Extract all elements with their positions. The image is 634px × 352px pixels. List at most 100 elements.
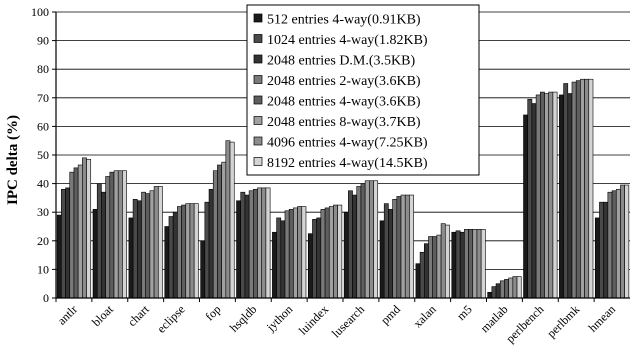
bar-perlbench-series-3: [531, 103, 537, 299]
bar-hmean-series-4: [607, 191, 613, 299]
bar-antlr-series-3: [65, 187, 71, 299]
bar-lusearch-series-7: [369, 180, 374, 299]
bar-perlbench-series-2: [527, 98, 533, 299]
bar-fop-series-6: [221, 161, 227, 299]
bar-perlbmk-series-5: [575, 80, 581, 299]
bar-fop-series-3: [208, 189, 214, 299]
bar-bloat-series-5: [109, 171, 115, 299]
legend-swatch-7: [253, 136, 263, 146]
bar-xalan-series-3: [423, 243, 429, 299]
bar-lusearch-series-3: [352, 194, 358, 299]
legend-label-3: 2048 entries D.M.(3.5KB): [267, 54, 415, 69]
bar-hsqldb-series-7: [261, 187, 267, 299]
bar-eclipse-series-6: [185, 203, 191, 299]
x-tick-label-pmd: pmd: [378, 302, 403, 327]
bar-perlbmk-series-6: [580, 78, 585, 299]
bar-chart-series-7: [153, 186, 159, 299]
bar-perlbench-series-4: [535, 94, 541, 299]
bar-fop-series-8: [229, 141, 235, 299]
bar-bloat-series-6: [113, 170, 119, 299]
bar-hsqldb-series-5: [253, 189, 258, 299]
bar-hsqldb-series-1: [236, 200, 242, 299]
bar-perlbmk-series-3: [567, 93, 573, 299]
bar-eclipse-series-2: [168, 216, 174, 299]
legend-swatch-4: [253, 75, 263, 84]
bar-xalan-series-1: [415, 263, 421, 299]
y-tick-label: 20: [37, 234, 49, 248]
legend-label-1: 512 entries 4-way(0.91KB): [267, 13, 421, 28]
x-tick-label-perlbmk: perlbmk: [544, 302, 582, 340]
bar-fop-series-2: [204, 201, 210, 299]
bar-perlbmk-series-4: [571, 81, 577, 299]
bar-antlr-series-8: [86, 158, 92, 299]
bar-chart-series-5: [145, 193, 151, 299]
bar-xalan-series-5: [432, 236, 438, 299]
axes: [52, 11, 630, 302]
x-tick-label-fop: fop: [202, 302, 223, 323]
legend-label-4: 2048 entries 2-way(3.6KB): [267, 74, 421, 89]
bar-chart-series-2: [132, 199, 138, 299]
bar-eclipse-series-3: [172, 211, 178, 299]
bar-m5-series-4: [464, 229, 469, 299]
y-tick-label: 30: [37, 205, 49, 219]
bar-lusearch-series-6: [364, 180, 370, 299]
bar-jython-series-6: [293, 207, 298, 299]
bar-hmean-series-8: [624, 184, 630, 299]
bar-perlbench-series-8: [552, 91, 558, 299]
bar-luindex-series-6: [328, 206, 334, 299]
bar-matlab-series-6: [508, 277, 514, 299]
x-tick-label-xalan: xalan: [411, 302, 439, 330]
y-tick-label: 100: [31, 5, 49, 19]
bar-m5-series-7: [476, 229, 482, 299]
bar-eclipse-series-4: [177, 206, 182, 299]
legend-swatch-1: [253, 13, 263, 23]
x-tick-label-antlr: antlr: [55, 302, 80, 327]
bar-bloat-series-3: [101, 191, 106, 299]
bar-matlab-series-8: [516, 276, 522, 299]
bar-bloat-series-7: [117, 170, 123, 299]
bar-m5-series-2: [455, 230, 461, 299]
bar-perlbench-series-7: [548, 91, 554, 299]
bar-luindex-series-4: [320, 209, 326, 299]
x-tick-label-hmean: hmean: [586, 302, 619, 335]
bar-fop-series-1: [200, 240, 206, 299]
bar-hsqldb-series-4: [248, 190, 254, 299]
y-tick-label: 50: [37, 148, 49, 162]
x-tick-label-luindex: luindex: [296, 302, 331, 337]
bar-jython-series-2: [276, 217, 282, 299]
bar-chart-series-8: [157, 186, 163, 299]
bar-perlbmk-series-1: [559, 94, 564, 299]
bar-fop-series-7: [225, 140, 231, 299]
legend-box: [246, 4, 480, 176]
legend-swatch-3: [253, 54, 263, 64]
bar-perlbench-series-6: [544, 93, 550, 299]
bar-perlbmk-series-8: [588, 78, 594, 299]
bar-luindex-series-3: [316, 217, 322, 299]
bar-bloat-series-4: [105, 176, 111, 299]
x-tick-label-eclipse: eclipse: [154, 302, 187, 335]
bar-bloat-series-8: [122, 170, 127, 299]
bar-m5-series-3: [459, 231, 465, 299]
bar-chart-series-4: [141, 191, 146, 299]
y-tick-label: 40: [37, 177, 49, 191]
bar-antlr-series-2: [61, 189, 66, 299]
bar-xalan-series-6: [436, 234, 442, 299]
bar-matlab-series-3: [495, 283, 501, 299]
bar-eclipse-series-5: [181, 204, 187, 299]
bar-eclipse-series-1: [164, 226, 170, 299]
bar-luindex-series-5: [324, 207, 330, 299]
bar-perlbench-series-1: [523, 114, 529, 299]
bar-eclipse-series-7: [189, 203, 195, 299]
y-tick-label: 0: [43, 291, 49, 305]
x-tick-label-bloat: bloat: [89, 302, 116, 329]
bar-jython-series-7: [297, 206, 303, 299]
bar-luindex-series-1: [307, 233, 313, 299]
bar-hmean-series-3: [603, 201, 609, 299]
legend-swatch-6: [253, 116, 263, 125]
bar-pmd-series-3: [388, 209, 393, 299]
bar-eclipse-series-8: [193, 203, 199, 299]
x-tick-label-perlbench: perlbench: [503, 302, 546, 345]
x-tick-label-jython: jython: [263, 302, 295, 334]
bar-luindex-series-7: [333, 204, 338, 299]
bar-matlab-series-7: [512, 276, 518, 299]
